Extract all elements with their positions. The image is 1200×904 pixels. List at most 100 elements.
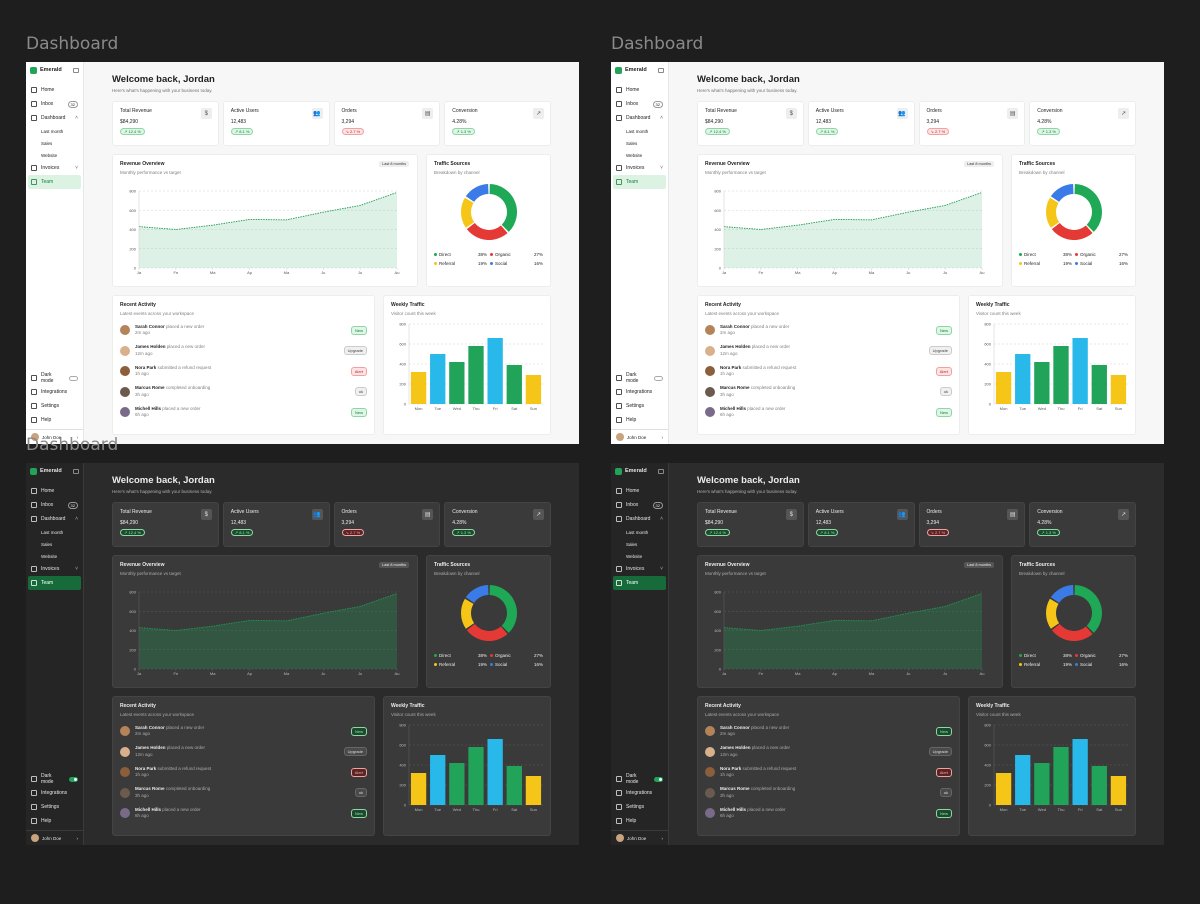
sidebar-subitem-website[interactable]: Website — [41, 553, 58, 559]
sidebar-toggle-icon[interactable] — [658, 468, 664, 474]
sidebar-subitem-sales[interactable]: Sales — [41, 541, 53, 547]
activity-row[interactable]: Nora Park submitted a refund request 1h … — [120, 762, 367, 783]
sidebar-item-settings[interactable]: Settings — [613, 800, 666, 814]
range-select[interactable]: Last 8 months — [964, 562, 994, 568]
user-menu[interactable]: John Doe › — [611, 429, 668, 444]
sidebar-item-integrations[interactable]: Integrations — [613, 786, 666, 800]
sidebar-subitem-last-month[interactable]: Last month — [626, 128, 649, 134]
sidebar-item-inbox[interactable]: Inbox 32 — [28, 97, 81, 111]
activity-row[interactable]: Marcus Rome completed onboarding 3h ago … — [120, 783, 367, 804]
sidebar-toggle-icon[interactable] — [658, 67, 664, 73]
sidebar-subitem-sales[interactable]: Sales — [41, 140, 53, 146]
sidebar-item-inbox[interactable]: Inbox 32 — [28, 498, 81, 512]
sidebar-item-home[interactable]: Home — [28, 484, 81, 498]
sidebar-item-team[interactable]: Team — [28, 576, 81, 590]
activity-row[interactable]: Nora Park submitted a refund request 1h … — [705, 762, 952, 783]
dark-mode-toggle[interactable]: Dark mode — [28, 371, 81, 385]
range-select[interactable]: Last 8 months — [379, 161, 409, 167]
x-tick-label: Tue — [434, 807, 442, 812]
sidebar-subitem-website[interactable]: Website — [626, 553, 643, 559]
activity-row[interactable]: Nora Park submitted a refund request 1h … — [120, 361, 367, 382]
user-menu[interactable]: John Doe › — [611, 830, 668, 845]
activity-row[interactable]: James Holden placed a new order 12m ago … — [705, 742, 952, 763]
activity-row[interactable]: Michell Hills placed a new order 6h ago … — [120, 402, 367, 423]
y-tick-label: 400 — [984, 362, 991, 367]
user-menu[interactable]: John Doe › — [26, 429, 83, 444]
sidebar-item-invoices[interactable]: Invoices ˅ — [613, 562, 666, 576]
sidebar-item-settings[interactable]: Settings — [28, 800, 81, 814]
sidebar-item-inbox[interactable]: Inbox 32 — [613, 97, 666, 111]
user-menu[interactable]: John Doe › — [26, 830, 83, 845]
legend-value: 27% — [1118, 252, 1128, 257]
sidebar-item-dashboard[interactable]: Dashboard ˄ — [613, 111, 666, 125]
sidebar-item-settings[interactable]: Settings — [613, 399, 666, 413]
sidebar-toggle-icon[interactable] — [73, 67, 79, 73]
sidebar-subitem-sales[interactable]: Sales — [626, 140, 638, 146]
activity-row[interactable]: Nora Park submitted a refund request 1h … — [705, 361, 952, 382]
activity-row[interactable]: Marcus Rome completed onboarding 3h ago … — [120, 382, 367, 403]
range-select[interactable]: Last 8 months — [964, 161, 994, 167]
legend-dot — [434, 663, 437, 667]
activity-row[interactable]: James Holden placed a new order 12m ago … — [120, 341, 367, 362]
activity-row[interactable]: Michell Hills placed a new order 6h ago … — [705, 803, 952, 824]
activity-row[interactable]: James Holden placed a new order 12m ago … — [705, 341, 952, 362]
activity-row[interactable]: Sarah Connor placed a new order 2m ago N… — [705, 721, 952, 742]
sidebar-item-help[interactable]: Help — [28, 413, 81, 427]
traffic-title: Traffic Sources — [434, 161, 471, 167]
sidebar-item-inbox[interactable]: Inbox 32 — [613, 498, 666, 512]
activity-row[interactable]: Marcus Rome completed onboarding 3h ago … — [705, 382, 952, 403]
stat-icon: 👥 — [311, 108, 323, 119]
sidebar-subitem-last-month[interactable]: Last month — [41, 529, 64, 535]
sidebar-item-integrations[interactable]: Integrations — [28, 385, 81, 399]
sidebar-item-invoices[interactable]: Invoices ˅ — [28, 562, 81, 576]
sidebar-item-invoices[interactable]: Invoices ˅ — [613, 161, 666, 175]
activity-row[interactable]: Sarah Connor placed a new order 2m ago N… — [120, 721, 367, 742]
sidebar-item-help[interactable]: Help — [613, 814, 666, 828]
activity-card: Recent Activity Latest events across you… — [697, 696, 960, 836]
sidebar-item-dashboard[interactable]: Dashboard ˄ — [28, 111, 81, 125]
sidebar-item-help[interactable]: Help — [613, 413, 666, 427]
sidebar-item-help[interactable]: Help — [28, 814, 81, 828]
activity-row[interactable]: Sarah Connor placed a new order 2m ago N… — [120, 320, 367, 341]
traffic-subtitle: Breakdown by channel — [1019, 571, 1065, 576]
sidebar-toggle-icon[interactable] — [73, 468, 79, 474]
x-tick-label: Wed — [1038, 807, 1046, 812]
weekly-subtitle: Visitor count this week — [391, 712, 436, 717]
sidebar-subitem-last-month[interactable]: Last month — [626, 529, 649, 535]
sidebar-item-home[interactable]: Home — [613, 484, 666, 498]
dark-mode-switch[interactable] — [69, 776, 78, 782]
dark-mode-switch[interactable] — [654, 375, 663, 381]
dark-mode-switch[interactable] — [69, 375, 78, 381]
sidebar-item-dashboard[interactable]: Dashboard ˄ — [28, 512, 81, 526]
sidebar-item-team[interactable]: Team — [28, 175, 81, 189]
sidebar-subitem-last-month[interactable]: Last month — [41, 128, 64, 134]
dark-mode-toggle[interactable]: Dark mode — [28, 772, 81, 786]
activity-row[interactable]: Sarah Connor placed a new order 2m ago N… — [705, 320, 952, 341]
sidebar-subitem-website[interactable]: Website — [626, 152, 643, 158]
activity-user: Sarah Connor — [720, 323, 750, 329]
sidebar-item-dashboard[interactable]: Dashboard ˄ — [613, 512, 666, 526]
activity-row[interactable]: Michell Hills placed a new order 6h ago … — [120, 803, 367, 824]
bar-thu — [468, 747, 484, 805]
sidebar-item-integrations[interactable]: Integrations — [613, 385, 666, 399]
sidebar-item-home[interactable]: Home — [613, 83, 666, 97]
sidebar-item-team[interactable]: Team — [613, 576, 666, 590]
activity-row[interactable]: Michell Hills placed a new order 6h ago … — [705, 402, 952, 423]
sidebar-subitem-website[interactable]: Website — [41, 152, 58, 158]
range-select[interactable]: Last 8 months — [379, 562, 409, 568]
sidebar-item-team[interactable]: Team — [613, 175, 666, 189]
sidebar-item-invoices[interactable]: Invoices ˅ — [28, 161, 81, 175]
dark-mode-toggle[interactable]: Dark mode — [613, 772, 666, 786]
users-icon — [31, 580, 37, 586]
dark-mode-switch[interactable] — [654, 776, 663, 782]
bar-tue — [1015, 354, 1031, 404]
sidebar-subitem-sales[interactable]: Sales — [626, 541, 638, 547]
sidebar-item-integrations[interactable]: Integrations — [28, 786, 81, 800]
stat-icon: ▤ — [422, 509, 434, 520]
activity-row[interactable]: Marcus Rome completed onboarding 3h ago … — [705, 783, 952, 804]
stat-card: Active Users 12,483 ↗ 8.1 % 👥 — [222, 101, 330, 146]
activity-row[interactable]: James Holden placed a new order 12m ago … — [120, 742, 367, 763]
sidebar-item-home[interactable]: Home — [28, 83, 81, 97]
sidebar-item-settings[interactable]: Settings — [28, 399, 81, 413]
dark-mode-toggle[interactable]: Dark mode — [613, 371, 666, 385]
